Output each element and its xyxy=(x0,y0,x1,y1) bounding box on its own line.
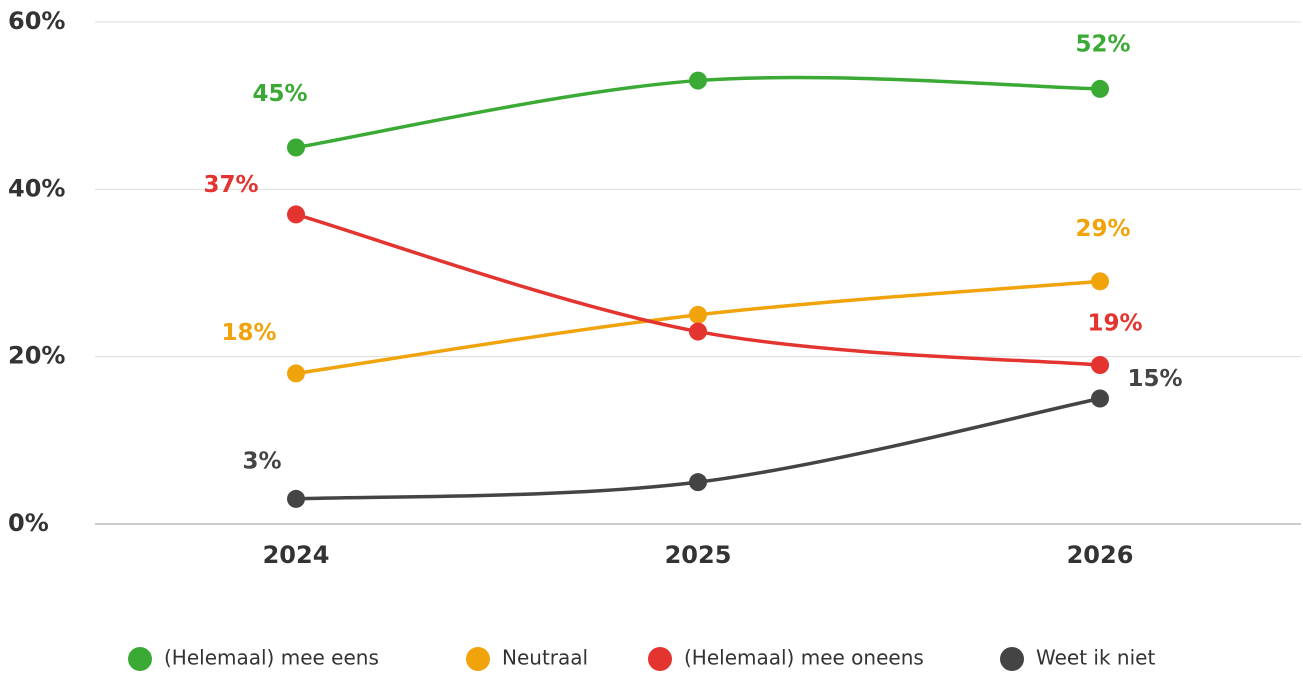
legend-swatch xyxy=(1000,647,1024,671)
y-tick-label: 40% xyxy=(8,174,65,202)
point xyxy=(287,489,305,508)
x-tick-label: 2025 xyxy=(665,541,732,569)
data-label: 19% xyxy=(1087,311,1142,337)
data-label: 52% xyxy=(1075,31,1130,57)
legend-swatch xyxy=(648,647,672,671)
point xyxy=(1091,356,1109,375)
point xyxy=(1091,272,1109,291)
point xyxy=(287,205,305,224)
x-tick-label: 2026 xyxy=(1067,541,1134,569)
legend-swatch xyxy=(466,647,490,671)
data-label: 29% xyxy=(1075,216,1130,242)
x-tick-label: 2024 xyxy=(263,541,330,569)
point xyxy=(1091,79,1109,98)
point xyxy=(689,473,707,492)
point xyxy=(1091,389,1109,408)
data-label: 3% xyxy=(242,448,281,474)
legend-label: Neutraal xyxy=(502,646,588,670)
point xyxy=(689,71,707,90)
y-tick-label: 60% xyxy=(8,7,65,35)
point xyxy=(689,305,707,324)
point xyxy=(287,138,305,157)
point xyxy=(287,364,305,383)
y-tick-label: 20% xyxy=(8,342,65,370)
data-label: 37% xyxy=(203,172,258,198)
y-tick-label: 0% xyxy=(8,509,49,537)
legend-label: (Helemaal) mee eens xyxy=(164,646,379,670)
data-label: 15% xyxy=(1127,366,1182,392)
legend-label: Weet ik niet xyxy=(1036,646,1155,670)
data-label: 45% xyxy=(252,81,307,107)
legend-label: (Helemaal) mee oneens xyxy=(684,646,924,670)
point xyxy=(689,322,707,341)
legend-swatch xyxy=(128,647,152,671)
data-label: 18% xyxy=(221,320,276,346)
